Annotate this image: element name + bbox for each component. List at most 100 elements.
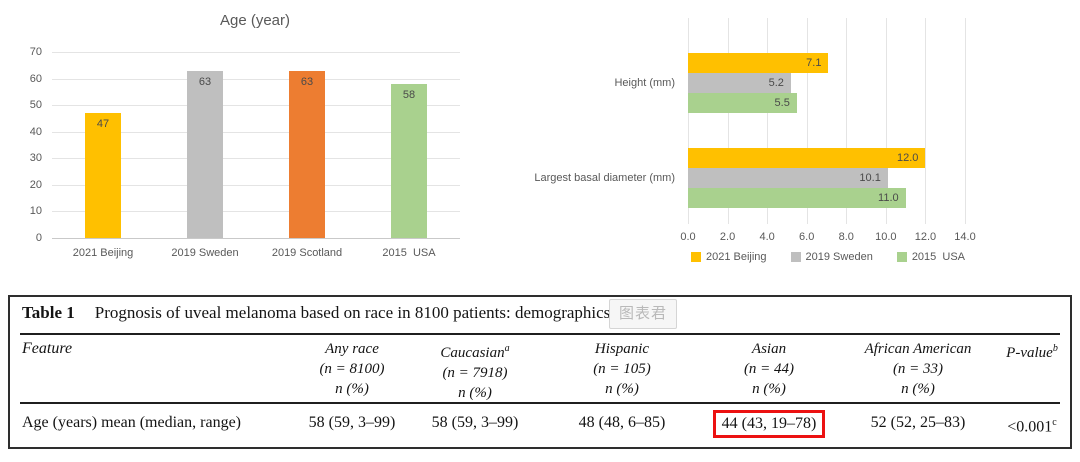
y-tick-label: 0 xyxy=(35,232,42,244)
legend-swatch xyxy=(690,252,701,262)
size-chart-legend: 2021 Beijing 2019 Sweden 2015 USA xyxy=(678,251,978,263)
legend-item: 2021 Beijing xyxy=(690,251,767,263)
legend-swatch xyxy=(790,252,801,262)
row-feature-cell: Age (years) mean (median, range) xyxy=(22,414,241,431)
x-category-label: 2019 Sweden xyxy=(171,247,239,259)
gridline xyxy=(885,18,887,224)
bar-2021-beijing: 7.1 xyxy=(688,53,829,73)
column-n: (n = 33) xyxy=(892,361,944,377)
age-chart-title: Age (year) xyxy=(219,12,291,29)
y-tick-label: 30 xyxy=(29,152,42,165)
age-chart-y-axis: 0 10 20 30 40 50 60 70 xyxy=(10,46,44,244)
column-n-pct: n (%) xyxy=(901,381,935,397)
bar-2019-sweden: 5.2 xyxy=(688,73,791,93)
gridline xyxy=(52,158,460,160)
table-data-row: Age (years) mean (median, range) 58 (59, … xyxy=(10,410,1070,440)
column-n-pct: n (%) xyxy=(605,381,639,397)
gridline xyxy=(925,18,927,224)
x-tick-label: 14.0 xyxy=(954,231,976,243)
legend-label: 2019 Sweden xyxy=(805,251,873,263)
column-name: Any race xyxy=(325,341,379,357)
size-chart-category-axis: Height (mm) Largest basal diameter (mm) xyxy=(534,18,681,224)
category-label: Largest basal diameter (mm) xyxy=(534,172,675,184)
bar-2019-sweden: 10.1 xyxy=(688,168,888,188)
legend-swatch xyxy=(896,252,907,262)
table-header-row: Feature Any race (n = 8100) n (%) Caucasiana… xyxy=(10,339,1070,403)
watermark: 图表君 xyxy=(609,299,677,329)
gridline xyxy=(52,131,460,133)
bar-2021-beijing: 47 xyxy=(85,113,121,238)
x-category-label: 2019 Scotland xyxy=(271,247,343,259)
column-n-pct: n (%) xyxy=(335,381,369,397)
bar-2015-usa: 58 xyxy=(391,83,427,238)
legend-label: 2015 USA xyxy=(911,251,966,263)
column-header-asian: Asian (n = 44) n (%) xyxy=(696,339,842,403)
y-tick-label: 40 xyxy=(29,125,42,138)
bar-2015-usa: 11.0 xyxy=(688,188,906,208)
column-name: P-valueb xyxy=(1006,343,1058,361)
gridline xyxy=(688,18,689,224)
bar-2015-usa: 5.5 xyxy=(688,93,797,113)
column-name: Feature xyxy=(22,340,73,357)
column-header-any-race: Any race (n = 8100) n (%) xyxy=(302,339,402,403)
table-1: Table 1 Prognosis of uveal melanoma based… xyxy=(8,295,1072,449)
x-tick-label: 4.0 xyxy=(759,231,775,243)
x-category-label: 2015 USA xyxy=(382,247,436,259)
highlight-red-box: 44 (43, 19–78) xyxy=(712,410,826,438)
bar-value-label: 7.1 xyxy=(806,57,822,69)
table-title-text: Prognosis of uveal melanoma based on rac… xyxy=(94,303,611,322)
bar-2019-sweden: 63 xyxy=(187,70,223,238)
x-tick-label: 2.0 xyxy=(719,231,736,243)
x-tick-label: 6.0 xyxy=(799,231,815,243)
gridline xyxy=(965,18,966,224)
y-tick-label: 60 xyxy=(29,72,42,85)
gridline xyxy=(52,211,460,213)
column-n-pct: n (%) xyxy=(458,385,492,401)
bar-value-label: 11.0 xyxy=(878,192,899,204)
bar-value-label: 63 xyxy=(198,75,212,88)
column-header-p-value: P-valueb xyxy=(994,339,1070,403)
size-bar-chart: Height (mm) Largest basal diameter (mm) 7… xyxy=(534,4,1077,284)
row-value-cell: 52 (52, 25–83) xyxy=(870,414,966,431)
row-value-cell: 58 (59, 3–99) xyxy=(431,414,519,431)
bar-value-label: 58 xyxy=(402,88,416,101)
column-n: (n = 44) xyxy=(743,361,795,377)
gridline xyxy=(52,105,460,107)
legend-label: 2021 Beijing xyxy=(705,251,767,263)
column-name: Asian xyxy=(751,341,787,357)
gridline xyxy=(52,52,460,53)
y-tick-label: 10 xyxy=(29,205,42,218)
column-name: African American xyxy=(864,341,972,357)
column-name: Caucasiana xyxy=(440,343,510,361)
bar-value-label: 47 xyxy=(96,118,110,131)
column-header-feature: Feature xyxy=(10,339,302,403)
x-tick-label: 10.0 xyxy=(875,231,897,243)
gridline xyxy=(767,18,769,224)
column-header-hispanic: Hispanic (n = 105) n (%) xyxy=(548,339,696,403)
column-name: Hispanic xyxy=(594,341,650,357)
row-value-cell: 48 (48, 6–85) xyxy=(578,414,666,431)
column-n: (n = 8100) xyxy=(319,361,385,377)
row-value-cell: 44 (43, 19–78) xyxy=(696,410,842,440)
legend-item: 2019 Sweden xyxy=(790,251,873,263)
category-label: Height (mm) xyxy=(614,77,675,89)
row-value-cell: <0.001c xyxy=(1007,417,1057,436)
x-category-label: 2021 Beijing xyxy=(72,247,134,259)
gridline xyxy=(806,18,808,224)
x-tick-label: 0.0 xyxy=(680,231,696,243)
size-chart-x-axis: 0.0 2.0 4.0 6.0 8.0 10.0 12.0 14.0 xyxy=(680,231,975,245)
bar-2019-scotland: 63 xyxy=(289,70,325,238)
gridline xyxy=(727,18,729,224)
size-chart-plot-area: 7.1 5.2 5.5 12.0 10.1 11.0 xyxy=(688,18,966,224)
table-title: Table 1 Prognosis of uveal melanoma based… xyxy=(22,303,1058,323)
table-rule-top xyxy=(20,333,1060,335)
bar-value-label: 5.2 xyxy=(768,77,784,89)
x-tick-label: 8.0 xyxy=(838,231,854,243)
column-n: (n = 7918) xyxy=(442,365,508,381)
y-tick-label: 50 xyxy=(29,99,42,112)
y-tick-label: 20 xyxy=(29,178,42,191)
column-header-caucasian: Caucasiana (n = 7918) n (%) xyxy=(402,339,548,403)
bar-2021-beijing: 12.0 xyxy=(688,148,926,168)
gridline xyxy=(52,184,460,186)
x-tick-label: 12.0 xyxy=(914,231,937,243)
